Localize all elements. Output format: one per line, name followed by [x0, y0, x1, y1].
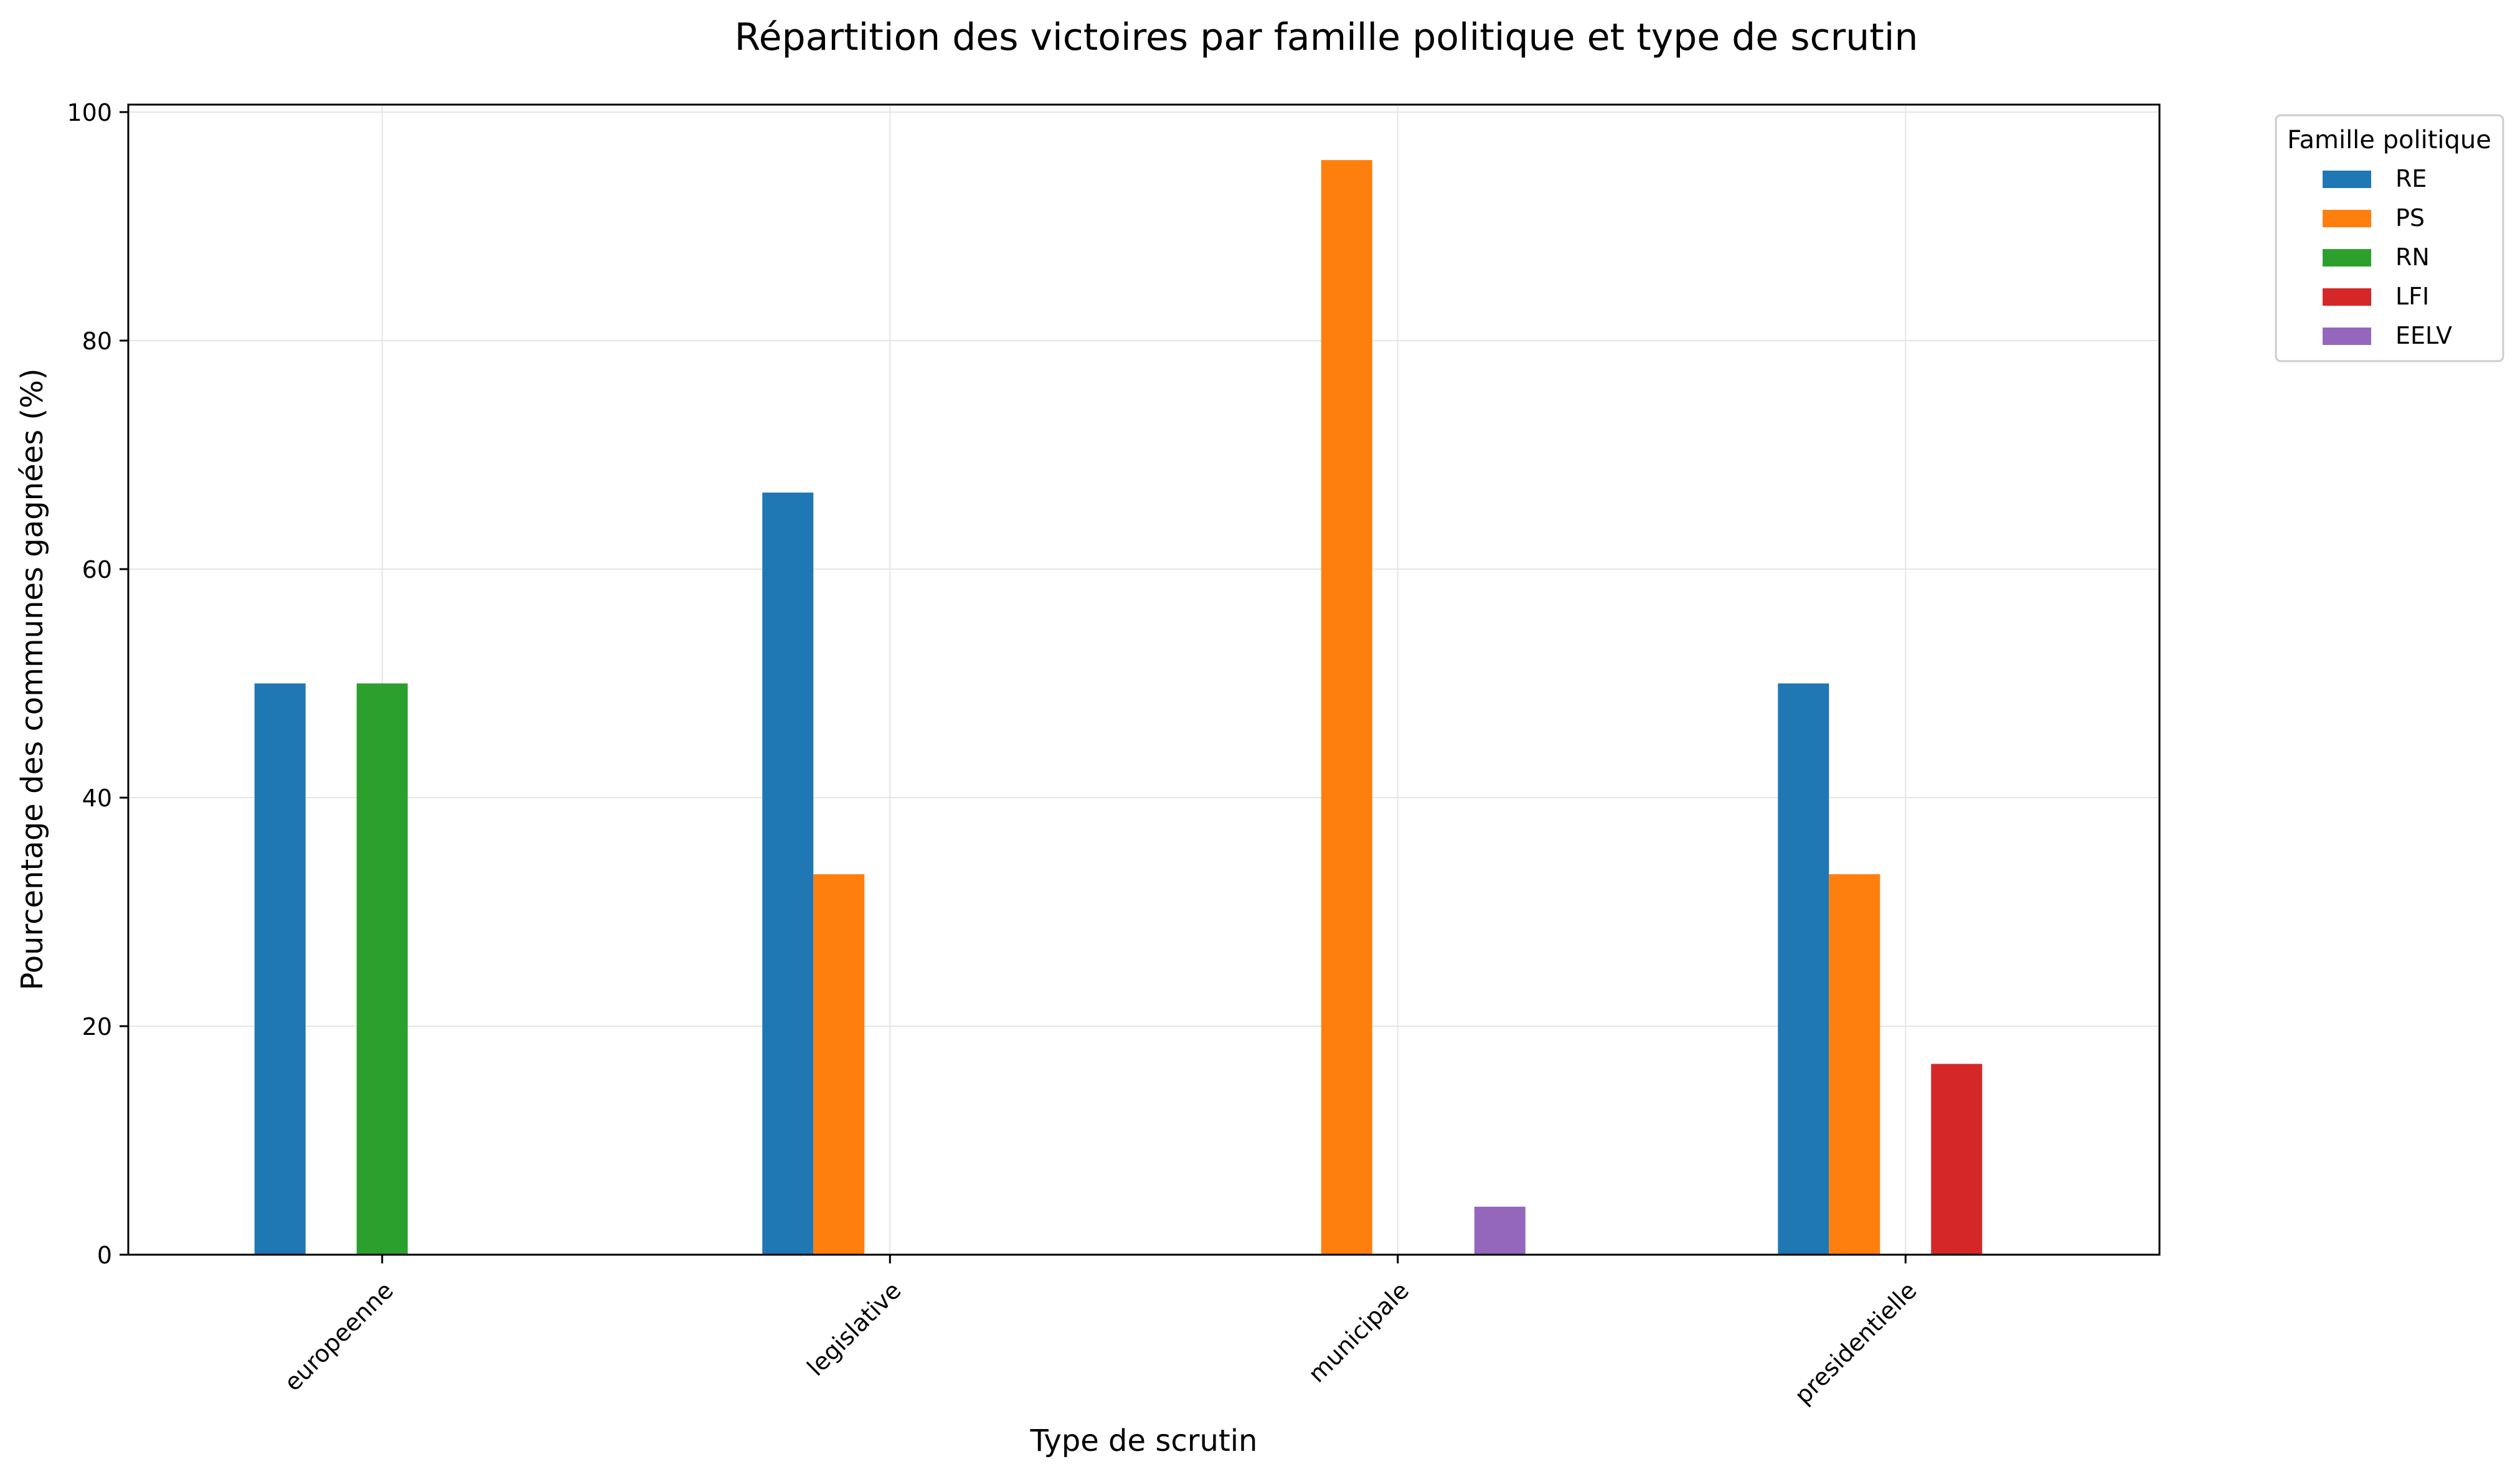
- y-tick-label: 0: [97, 1242, 112, 1269]
- y-axis-label: Pourcentage des communes gagnées (%): [15, 369, 50, 991]
- y-tick-label: 80: [82, 328, 112, 355]
- legend-swatch-ps: [2323, 210, 2371, 227]
- legend-label-re: RE: [2395, 165, 2427, 192]
- legend-items: RE PS RN LFI EELV: [2323, 165, 2452, 349]
- legend-label-ps: PS: [2395, 204, 2425, 232]
- legend-label-rn: RN: [2395, 243, 2430, 271]
- bar-ps-municipale: [1321, 160, 1372, 1255]
- bar-ps-legislative: [813, 874, 865, 1255]
- legend-label-eelv: EELV: [2395, 322, 2452, 349]
- x-axis-label: Type de scrutin: [1030, 1423, 1258, 1458]
- legend-label-lfi: LFI: [2395, 283, 2429, 310]
- legend-swatch-rn: [2323, 249, 2371, 267]
- bar-re-europeenne: [254, 683, 306, 1255]
- legend-title: Famille politique: [2287, 126, 2491, 154]
- bar-lfi-presidentielle: [1931, 1064, 1983, 1255]
- bar-eelv-municipale: [1474, 1206, 1526, 1255]
- y-tick-label: 40: [82, 785, 112, 812]
- y-tick-label: 60: [82, 556, 112, 583]
- bar-rn-europeenne: [356, 683, 408, 1255]
- legend-swatch-lfi: [2323, 288, 2371, 306]
- plot-frame: [127, 103, 2161, 1256]
- y-tick-label: 20: [82, 1013, 112, 1041]
- y-tick-label: 100: [67, 99, 112, 126]
- grid-layer: [128, 105, 2159, 1255]
- bar-re-presidentielle: [1778, 683, 1829, 1255]
- legend: Famille politique RE PS RN LFI EELV: [2275, 114, 2504, 362]
- bar-ps-presidentielle: [1829, 874, 1881, 1255]
- legend-swatch-eelv: [2323, 328, 2371, 345]
- legend-swatch-re: [2323, 171, 2371, 188]
- bar-re-legislative: [762, 493, 814, 1255]
- bars-layer: [254, 160, 1983, 1255]
- chart-title: Répartition des victoires par famille po…: [735, 16, 1918, 59]
